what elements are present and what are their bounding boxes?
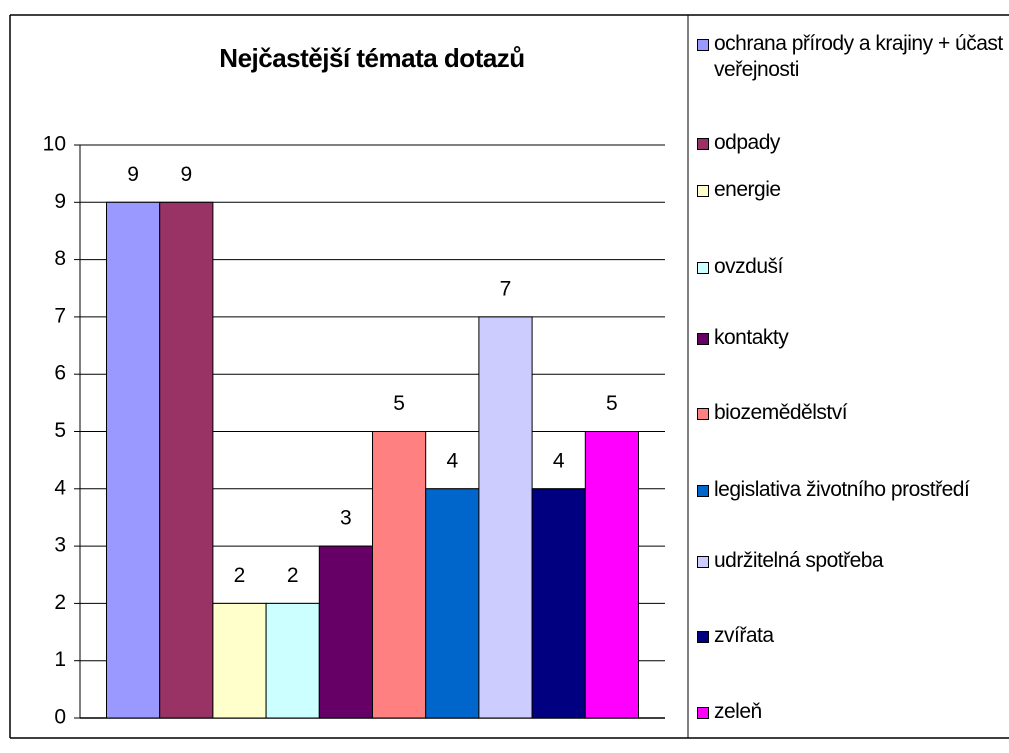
y-tick-label: 3	[54, 534, 66, 557]
bar	[318, 545, 373, 719]
bar	[212, 602, 267, 719]
data-label: 5	[393, 392, 405, 415]
legend-entry: zeleň	[697, 699, 1003, 725]
legend-label: zeleň	[714, 700, 762, 723]
legend-swatch	[697, 262, 709, 274]
legend-label: udržitelná spotřeba	[714, 549, 884, 572]
bar	[531, 488, 586, 719]
data-label: 3	[340, 507, 352, 530]
legend-entry: energie	[697, 177, 1003, 203]
legend-entry: odpady	[697, 130, 1003, 156]
y-tick-label: 2	[54, 591, 66, 614]
bar	[584, 431, 639, 719]
legend-label: biozemědělství	[714, 401, 848, 424]
legend-swatch	[697, 138, 709, 150]
bar	[425, 488, 480, 719]
data-label: 9	[180, 163, 192, 186]
legend-label: legislativa životního prostředí	[714, 478, 970, 501]
legend-entry: legislativa životního prostředí	[697, 477, 1003, 503]
data-label: 9	[127, 163, 139, 186]
legend-swatch	[697, 333, 709, 345]
legend-label: ovzduší	[714, 255, 783, 278]
legend-entry: kontakty	[697, 325, 1003, 351]
legend-label: odpady	[714, 131, 780, 154]
data-label: 5	[606, 392, 618, 415]
y-tick-label: 7	[54, 304, 66, 327]
bar	[478, 316, 533, 719]
bar	[265, 602, 320, 719]
legend-swatch	[697, 556, 709, 568]
legend-swatch	[697, 39, 709, 51]
y-tick-label: 0	[54, 706, 66, 729]
data-label: 2	[287, 564, 299, 587]
legend-label: zvířata	[714, 624, 774, 647]
data-label: 4	[446, 449, 458, 472]
bar	[106, 201, 161, 719]
legend-swatch	[697, 707, 709, 719]
bar	[159, 201, 214, 719]
y-tick-label: 5	[54, 419, 66, 442]
legend-entry: zvířata	[697, 623, 1003, 649]
legend-swatch	[697, 631, 709, 643]
y-tick-label: 6	[54, 362, 66, 385]
chart-title: Nejčastější témata dotazů	[219, 43, 524, 73]
legend-swatch	[697, 185, 709, 197]
data-label: 4	[553, 449, 565, 472]
legend-swatch	[697, 485, 709, 497]
legend-entry: ovzduší	[697, 254, 1003, 280]
legend-label: kontakty	[714, 326, 789, 349]
legend-label: ochrana přírody a krajiny + účast veřejn…	[714, 32, 1003, 81]
y-tick-label: 8	[54, 247, 66, 270]
data-label: 2	[234, 564, 246, 587]
legend-entry: biozemědělství	[697, 400, 1003, 426]
y-tick-label: 4	[54, 476, 66, 499]
y-tick-label: 1	[54, 648, 66, 671]
legend-entry: ochrana přírody a krajiny + účast veřejn…	[697, 31, 1003, 83]
y-tick-label: 10	[43, 133, 66, 156]
legend-label: energie	[714, 178, 781, 201]
y-tick-label: 9	[54, 190, 66, 213]
legend-swatch	[697, 408, 709, 420]
legend-entry: udržitelná spotřeba	[697, 548, 1003, 574]
data-label: 7	[500, 277, 512, 300]
bar	[372, 431, 427, 719]
